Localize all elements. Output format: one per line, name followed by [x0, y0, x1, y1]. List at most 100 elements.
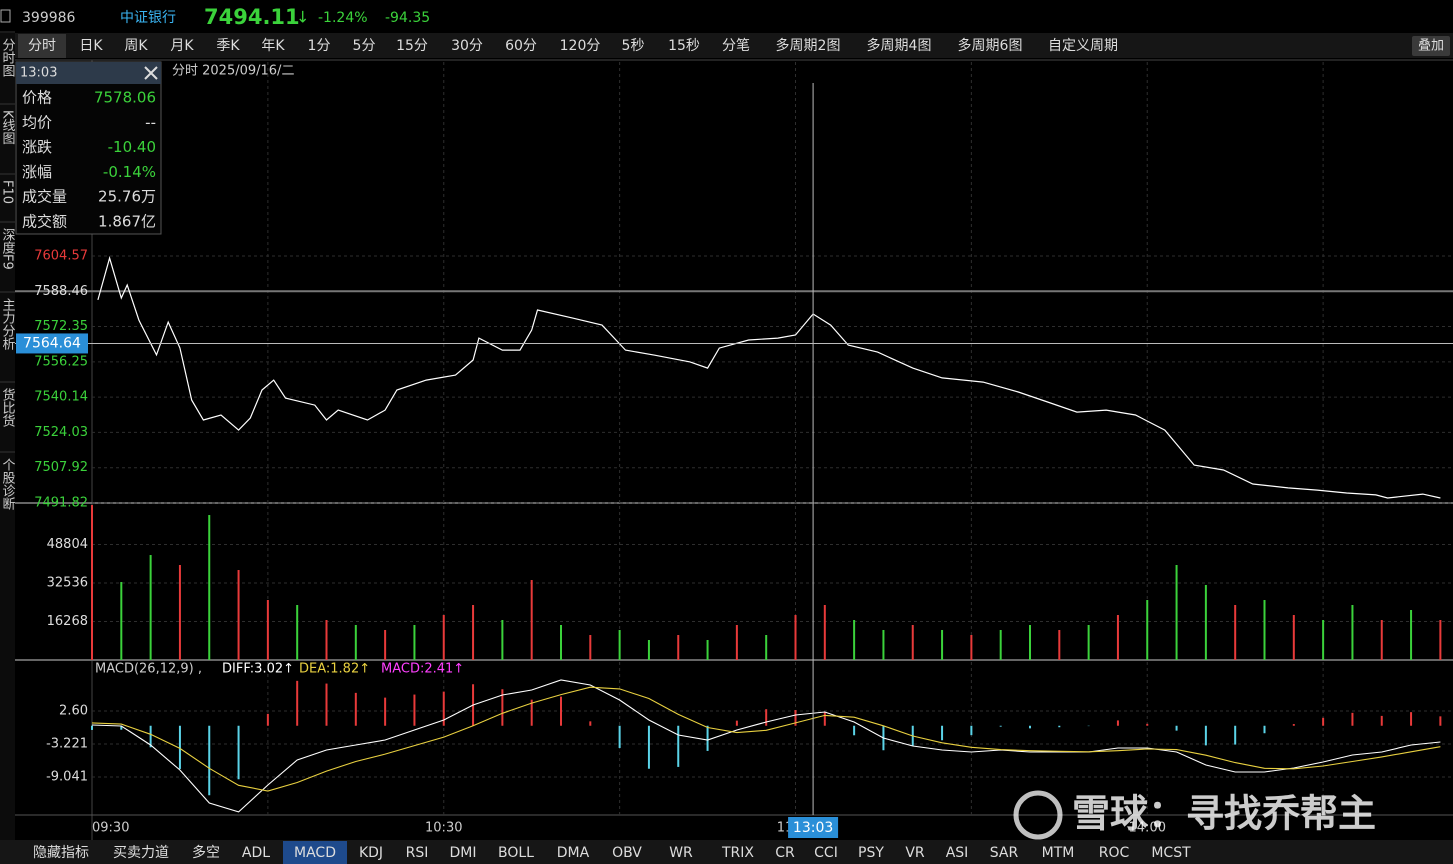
period-tab[interactable]: 分笔 [722, 38, 750, 54]
volume-bar [296, 605, 299, 660]
crosshair-y-label: 7564.64 [23, 335, 81, 351]
x-tick-label: 14:00 [1129, 821, 1166, 836]
period-tab[interactable]: 5分 [353, 38, 376, 54]
indicator-tab[interactable]: 买卖力道 [113, 845, 169, 861]
period-tab[interactable]: 15秒 [668, 38, 700, 54]
indicator-tab[interactable]: PSY [858, 845, 884, 861]
volume-bar [677, 635, 680, 660]
checkbox[interactable] [0, 9, 11, 23]
period-tab[interactable]: 日K [79, 38, 103, 54]
tooltip-value: 7578.06 [94, 89, 156, 107]
tooltip-value: 1.867亿 [98, 213, 156, 231]
period-tab[interactable]: 多周期2图 [776, 37, 841, 54]
sidebar-tab[interactable]: K线图 [0, 110, 15, 145]
period-tab[interactable]: 15分 [396, 38, 428, 54]
indicator-tab[interactable]: BOLL [498, 845, 534, 861]
indicator-tab[interactable]: 隐藏指标 [33, 845, 89, 861]
y-tick-label: 7540.14 [34, 390, 88, 405]
watermark-logo [1013, 790, 1063, 840]
indicator-tab[interactable]: WR [669, 845, 693, 861]
volume-bar [560, 624, 562, 660]
y-tick-label: 32536 [47, 576, 88, 591]
volume-bar [1204, 585, 1207, 660]
period-tab[interactable]: 1分 [308, 38, 331, 54]
volume-bar [1234, 605, 1237, 660]
period-tab[interactable]: 年K [261, 38, 285, 54]
macd-line [91, 686, 1441, 792]
indicator-tab[interactable]: DMA [557, 845, 590, 861]
tooltip-label: 均价 [22, 113, 52, 131]
period-tab[interactable]: 30分 [451, 38, 483, 54]
indicator-tab[interactable]: DMI [450, 845, 477, 861]
indicator-tab[interactable]: VR [905, 845, 925, 861]
indicator-tab[interactable]: ADL [242, 845, 270, 861]
macd-readout: DIFF:3.02↑ [222, 662, 294, 677]
tooltip-label: 涨跌 [22, 138, 52, 156]
y-tick-label: 16268 [47, 614, 88, 629]
tooltip-label: 涨幅 [22, 163, 52, 181]
overlay-bg[interactable] [1412, 36, 1450, 56]
indicator-tab[interactable]: MCST [1151, 845, 1191, 861]
indicator-tab[interactable]: MTM [1042, 845, 1075, 861]
period-tab[interactable]: 月K [170, 38, 194, 54]
y-tick-label: 7556.25 [34, 354, 88, 369]
indicator-tab[interactable]: ROC [1099, 845, 1130, 861]
indicator-tab[interactable]: CR [775, 845, 795, 861]
tooltip-value: 25.76万 [98, 188, 156, 206]
indicator-tab[interactable]: 多空 [192, 844, 220, 861]
sidebar-tab[interactable]: 个股诊断 [0, 458, 15, 511]
indicator-tab[interactable]: TRIX [721, 845, 754, 861]
volume-bar [1175, 565, 1178, 660]
tooltip-label: 价格 [22, 89, 52, 107]
indicator-tab[interactable]: MACD [294, 845, 336, 861]
x-tick-label: 10:30 [425, 821, 462, 836]
macd-line [91, 679, 1441, 813]
volume-bar [735, 624, 738, 660]
macd-readout: DEA:1.82↑ [299, 662, 370, 677]
period-tab[interactable]: 5秒 [622, 38, 645, 54]
code: 399986 [22, 10, 76, 26]
indicator-tab[interactable]: RSI [406, 845, 429, 861]
volume-bar [706, 640, 709, 660]
volume-bar [325, 620, 328, 660]
volume-bar [530, 580, 533, 660]
sidebar-tab[interactable]: 深度F9 [0, 228, 15, 270]
plots [15, 62, 1453, 815]
overlay-button[interactable]: 叠加 [1418, 39, 1444, 54]
change: -94.35 [385, 10, 430, 26]
tooltip-close[interactable] [144, 66, 158, 80]
sidebar-tab[interactable]: 主力分析 [0, 298, 15, 350]
volume-bar [354, 624, 357, 660]
volume-bar [178, 565, 181, 660]
period-tab[interactable]: 季K [216, 38, 240, 54]
y-tick-label: 7604.57 [34, 248, 88, 263]
volume-bar [1410, 609, 1413, 660]
sidebar-tab[interactable]: F10 [0, 180, 15, 204]
indicator-tab[interactable]: OBV [612, 845, 642, 861]
period-tab[interactable]: 多周期4图 [867, 37, 932, 54]
indicator-tab[interactable]: KDJ [359, 845, 383, 861]
indicator-tab[interactable]: SAR [990, 845, 1019, 861]
period-tab[interactable]: 周K [124, 38, 148, 54]
period-tab[interactable]: 多周期6图 [958, 37, 1023, 54]
indicator-tab[interactable]: ASI [946, 845, 969, 861]
volume-bar [823, 605, 826, 660]
volume-bar [1292, 615, 1295, 660]
period-tab[interactable]: 120分 [560, 38, 601, 54]
tooltip-header [16, 62, 161, 84]
period-tab[interactable]: 自定义周期 [1048, 38, 1118, 54]
y-tick-label: -9.041 [46, 770, 88, 785]
volume-bar [413, 624, 416, 660]
volume-bar [384, 629, 387, 660]
sidebar-tab[interactable]: 分时图 [0, 38, 15, 77]
period-tab[interactable]: 60分 [505, 38, 537, 54]
y-tick-label: 48804 [47, 537, 88, 552]
indicator-tab[interactable]: CCI [814, 845, 838, 861]
sidebar-tab[interactable]: 货比货 [0, 387, 15, 427]
y-tick-label: 7588.46 [34, 284, 88, 299]
indicator-selected-bg [283, 841, 347, 864]
y-tick-label: 2.60 [59, 704, 88, 719]
period-tab[interactable]: 分时 [28, 38, 56, 54]
volume-bar [970, 635, 973, 660]
watermark: 雪球：寻找乔帮主 [1072, 792, 1376, 836]
